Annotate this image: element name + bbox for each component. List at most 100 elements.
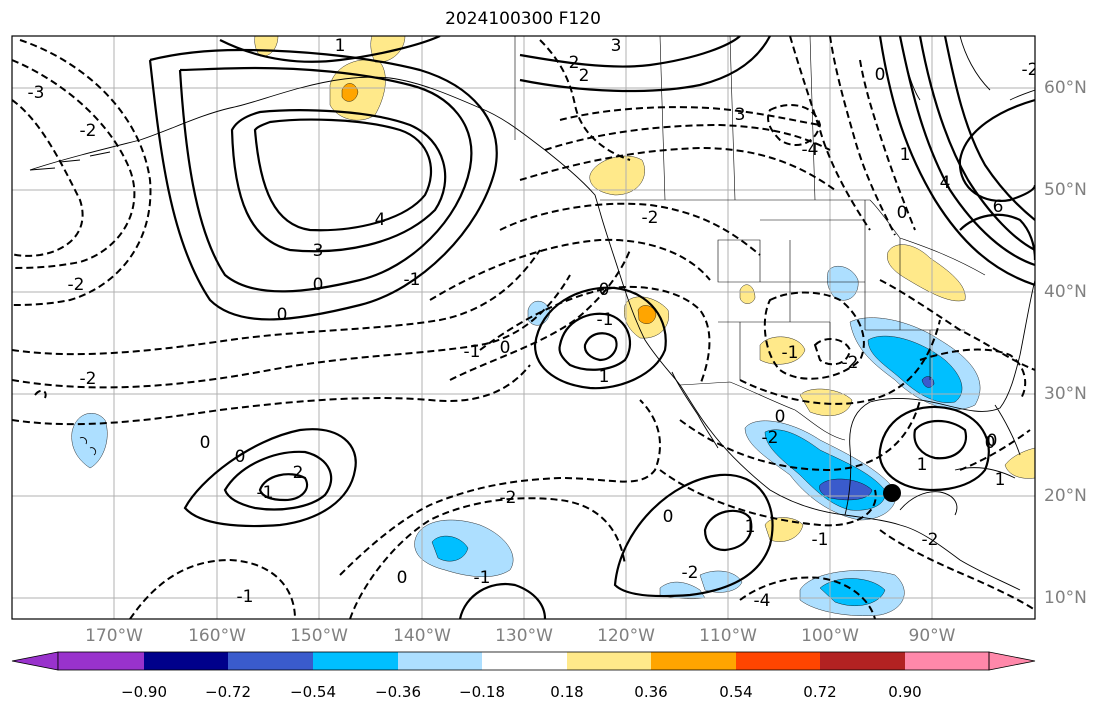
contour-pos-alaska-mid	[178, 66, 473, 293]
colorbar-bin-3	[228, 652, 313, 670]
contour-label: -4	[754, 591, 771, 611]
colorbar-tick-label: 0.54	[719, 683, 753, 701]
contour-neg-pnw-2	[544, 123, 831, 151]
contour-label: 0	[897, 203, 908, 223]
contour-label: -1	[782, 343, 799, 363]
contour-neg-calif	[479, 285, 711, 386]
colorbar-extend-left	[11, 651, 59, 671]
colorbar-tick-label: 0.36	[634, 683, 668, 701]
contour-neg-pnw-1	[559, 106, 821, 126]
contour-pos-gulf-in	[913, 419, 968, 460]
shade-darkblue-mexico	[819, 478, 873, 501]
lon-tick-label: 170°W	[85, 626, 143, 646]
shade-yellow-ohio	[887, 244, 966, 302]
contour-label: -1	[404, 270, 421, 290]
coast-florida	[994, 404, 1021, 456]
contour-label: -2	[842, 353, 859, 373]
contour-neg-pnw-3	[519, 146, 836, 191]
map-title: 2024100300 F120	[445, 9, 601, 29]
contour-label: 3	[611, 36, 622, 56]
contour-pos-mexico-west	[613, 473, 774, 598]
contour-neg-upper-2	[829, 36, 896, 236]
lon-tick-label: 90°W	[908, 626, 956, 646]
contour-label: 0	[985, 433, 996, 453]
contour-neg-east-2	[919, 348, 1027, 401]
contour-label: 0	[235, 447, 246, 467]
shade-lightblue-ep-mid2	[699, 570, 743, 593]
contour-label: 1	[335, 36, 346, 56]
contour-neg-mex-south	[739, 576, 876, 619]
contour-neg-plains-3	[659, 469, 877, 527]
shade-orange-calif	[637, 305, 657, 324]
shade-yellow-alaska-gulf	[329, 59, 386, 121]
colorbar-tick-label: −0.36	[375, 683, 421, 701]
contour-neg-calif-2	[449, 249, 631, 381]
contour-pos-mexico-west-in	[703, 509, 753, 552]
contour-pos-ep-bottom	[458, 582, 547, 619]
contour-pos-hudson-4	[943, 36, 1035, 221]
contour-label: -1	[237, 587, 254, 607]
border-us-states	[717, 200, 965, 380]
shade-darkblue-southeast	[921, 376, 935, 388]
contour-label: -2	[500, 488, 517, 508]
colorbar-tick-label: 0.90	[888, 683, 922, 701]
coast-yucatan	[899, 491, 958, 516]
lat-tick-label: 10°N	[1044, 588, 1087, 608]
lon-tick-label: 130°W	[495, 626, 553, 646]
contour-pos-calif-in2	[583, 332, 618, 362]
contour-label: 1	[745, 517, 756, 537]
contour-pos-alaska-outer	[148, 48, 498, 321]
lat-tick-label: 60°N	[1044, 78, 1087, 98]
contour-label: 2	[569, 53, 580, 73]
contour-pos-ne-1	[959, 213, 1035, 261]
contour-pos-pac-2	[223, 450, 333, 511]
contour-label: -1	[812, 530, 829, 550]
shade-yellow-north-2	[370, 36, 406, 63]
shade-blue-southeast	[867, 335, 963, 403]
contour-neg-west-1	[12, 99, 84, 257]
contour-neg-upper-3	[859, 59, 916, 231]
contour-neg-texas-in	[813, 338, 852, 366]
contour-pos-hudson-5	[958, 98, 1035, 203]
map-frame	[11, 35, 1036, 620]
contour-label: -4	[802, 140, 819, 160]
shade-blue-pacific-south	[431, 535, 469, 562]
lon-tick-label: 100°W	[801, 626, 859, 646]
colorbar-bin-1	[58, 652, 144, 670]
contour-label: -2	[682, 563, 699, 583]
shade-yellow-montana	[739, 284, 756, 304]
contour-label: 2	[293, 463, 304, 483]
colorbar-tick-label: −0.18	[459, 683, 505, 701]
contour-pos-hudson-2	[898, 36, 1035, 267]
contour-pos-calif	[533, 286, 667, 390]
contours-negative	[12, 36, 1035, 619]
contour-neg-ep-far	[879, 529, 1035, 611]
contour-neg-pac-south2	[349, 497, 626, 619]
shade-blue-ep-south	[819, 578, 886, 606]
lon-tick-label: 110°W	[699, 626, 757, 646]
contour-label: 4	[375, 210, 386, 230]
contour-label: -2	[68, 275, 85, 295]
contour-pos-alaska-inner	[230, 109, 447, 253]
colorbar-frame	[57, 651, 990, 671]
contour-label: 0	[397, 568, 408, 588]
contour-label: 0	[200, 433, 211, 453]
contour-labels: 1 3 2 2 3 -2 -3 -4 -2 4 3 0 0 -1 -2 -2 0…	[28, 36, 1035, 611]
contour-pos-pac-3	[258, 473, 309, 502]
contour-neg-plains-1	[739, 319, 941, 405]
contour-neg-plains-2	[679, 399, 921, 472]
contour-pos-calif-inner	[558, 312, 632, 371]
contour-pos-alaska-innermost	[253, 118, 433, 232]
contour-label: 3	[313, 241, 324, 261]
coast-hawaii	[79, 437, 97, 456]
lon-tick-label: 120°W	[597, 626, 655, 646]
contour-label: -1	[464, 342, 481, 362]
coast-aleutians	[29, 151, 111, 171]
colorbar-extend-right	[988, 651, 1036, 671]
colorbar-bin-4	[313, 652, 398, 670]
contour-label: 1	[917, 455, 928, 475]
coast-baja	[671, 371, 719, 449]
contour-neg-upper-4	[767, 104, 822, 146]
coast-west-na	[599, 211, 1021, 591]
contour-neg-west-4	[12, 249, 541, 356]
